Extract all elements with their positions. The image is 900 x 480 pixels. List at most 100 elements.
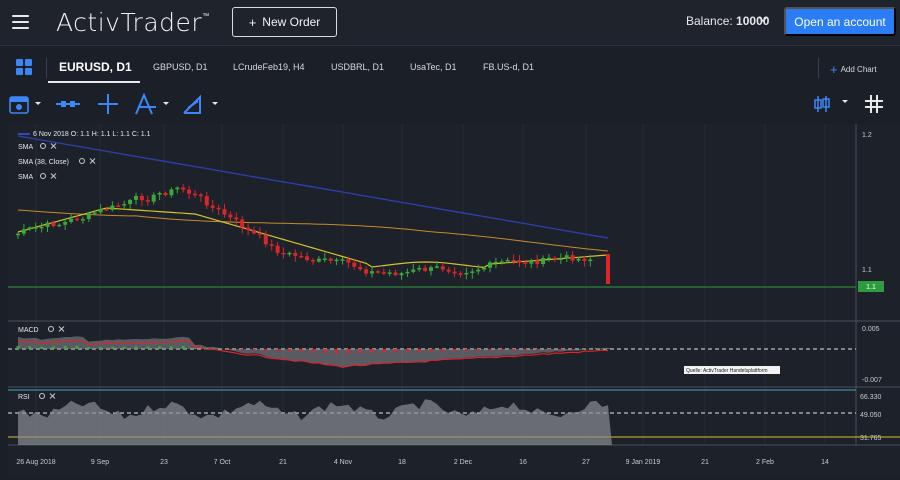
candle-body (547, 257, 551, 260)
candle-body (128, 199, 133, 205)
candle-type-icon[interactable] (812, 93, 852, 115)
source-note: Quelle: ActivTrader Handelsplattform (686, 368, 768, 374)
chevron-down-icon[interactable] (758, 14, 768, 24)
candle-body (110, 205, 115, 211)
candle-body (45, 222, 50, 227)
balance-display[interactable]: Balance: 10000 (686, 14, 770, 28)
candle-body (299, 255, 304, 258)
candle-body (346, 259, 351, 263)
tab-lcrude[interactable]: LCrudeFeb19, H4 (233, 62, 305, 72)
macd-hist-bar (464, 349, 468, 352)
settings-icon (40, 173, 46, 179)
candle-body (163, 192, 168, 196)
candle-body (358, 266, 363, 270)
macd-hist-bar (358, 349, 362, 354)
candle-body (281, 252, 286, 255)
open-account-button[interactable]: Open an account (784, 7, 896, 36)
macd-hist-bar (16, 345, 20, 349)
candle-body (316, 258, 321, 262)
indicator-sma-1[interactable]: SMA (18, 144, 34, 151)
indicator-sma-2[interactable]: SMA (38, Close) (18, 159, 69, 166)
macd-hist-bar (346, 349, 350, 354)
candle-body (576, 258, 581, 261)
candle-body (434, 266, 439, 268)
candle-body (287, 252, 292, 255)
current-price-badge (858, 281, 884, 292)
close-icon (58, 326, 65, 332)
candle-body (493, 261, 498, 264)
macd-tick: -0.007 (862, 377, 882, 384)
horizontal-line-icon[interactable] (55, 93, 81, 115)
grid-toggle-icon[interactable] (864, 93, 884, 115)
macd-hist-bar (134, 346, 138, 349)
x-axis-label: 9 Jan 2019 (626, 459, 661, 466)
candle-body (16, 233, 20, 236)
candle-body (63, 221, 68, 225)
price-tick: 1.1 (862, 267, 872, 274)
fibonacci-icon[interactable] (134, 93, 172, 115)
new-order-button[interactable]: + New Order (232, 7, 337, 37)
app-logo: ActivTrader™ (56, 8, 210, 37)
tab-gbpusd[interactable]: GBPUSD, D1 (153, 62, 208, 72)
candle-body (92, 212, 97, 214)
x-axis-label: 7 Oct (214, 459, 231, 466)
candle-body (387, 272, 392, 274)
chart-area[interactable]: 1.1 6 Nov 2018 O: 1.1 H: 1.1 L: 1.1 C: 1… (3, 124, 900, 475)
candle-body (582, 258, 587, 261)
macd-hist-bar (158, 346, 162, 349)
candle-body (393, 272, 398, 276)
macd-label[interactable]: MACD (18, 327, 39, 334)
plus-icon: + (830, 62, 838, 77)
menu-icon[interactable] (12, 15, 29, 29)
candle-body (145, 200, 150, 202)
add-chart-button[interactable]: + Add Chart (830, 62, 877, 77)
close-icon (50, 143, 57, 149)
sma-line-orange (17, 209, 609, 252)
macd-hist-bar (240, 349, 244, 351)
candle-body (51, 222, 56, 227)
candle-body (169, 189, 174, 196)
layout-grid-icon[interactable] (16, 59, 32, 75)
candle-body (234, 217, 239, 220)
candle-body (69, 218, 74, 222)
settings-icon (79, 158, 85, 164)
macd-hist-bar (217, 348, 221, 349)
tab-eurusd[interactable]: EURUSD, D1 (59, 60, 132, 74)
candle-body (322, 258, 327, 261)
macd-hist-bar (488, 349, 492, 351)
tab-usdbrl[interactable]: USDBRL, D1 (331, 62, 385, 72)
macd-hist-bar (512, 349, 516, 351)
candle-body (228, 214, 233, 218)
x-axis-label: 26 Aug 2018 (16, 459, 55, 466)
candle-body (482, 267, 487, 270)
macd-hist-bar (87, 347, 91, 349)
candle-body (21, 229, 26, 234)
macd-hist-bar (370, 349, 374, 353)
tab-usatec[interactable]: UsaTec, D1 (410, 62, 457, 72)
indicator-sma-3[interactable]: SMA (18, 174, 34, 181)
candle-body (564, 255, 569, 259)
candle-body (293, 252, 298, 256)
tab-fb-us[interactable]: FB.US-d, D1 (483, 62, 535, 72)
calendar-icon[interactable] (8, 93, 42, 115)
candle-body (216, 207, 221, 210)
candle-body (476, 269, 481, 272)
x-axis-label: 16 (519, 459, 527, 466)
x-axis-label: 2 Dec (454, 459, 473, 466)
crosshair-icon[interactable] (97, 93, 119, 115)
candle-body (423, 267, 428, 271)
candle-body (257, 233, 262, 235)
macd-hist-bar (99, 346, 103, 349)
candle-body (193, 193, 197, 196)
rsi-label[interactable]: RSI (18, 394, 30, 401)
divider (46, 58, 47, 78)
candle-body (411, 269, 416, 272)
candle-body (240, 219, 245, 228)
candle-body (104, 209, 109, 211)
trendline-icon[interactable] (182, 93, 222, 115)
candle-body (305, 256, 310, 261)
candle-body (275, 245, 280, 253)
candle-body (39, 226, 44, 229)
candle-body (263, 234, 268, 245)
price-chart[interactable]: 1.1 6 Nov 2018 O: 1.1 H: 1.1 L: 1.1 C: 1… (3, 124, 900, 475)
